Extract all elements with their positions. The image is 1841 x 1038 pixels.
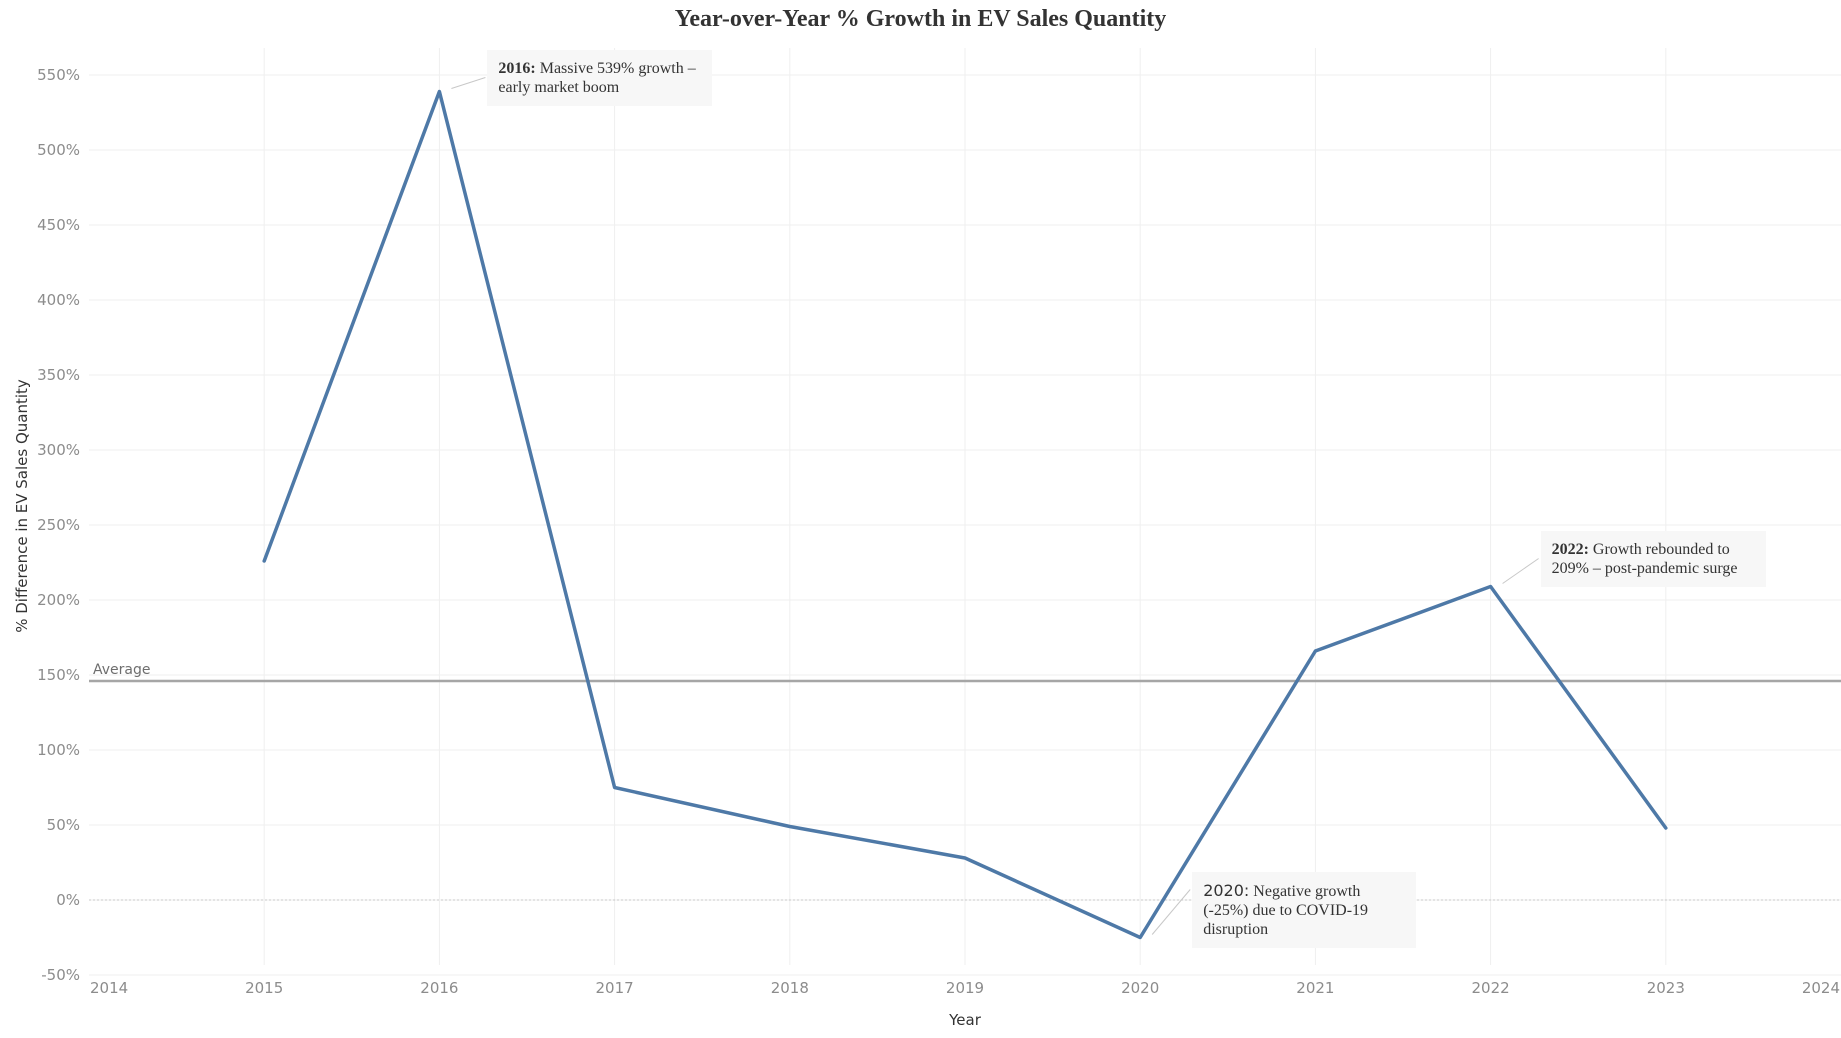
x-tick-label: 2015 [245, 979, 283, 997]
y-tick-label: 100% [37, 741, 80, 759]
x-tick-label: 2017 [596, 979, 634, 997]
annotation-text: Negative growth (-25%) due to COVID-19 d… [1203, 882, 1369, 938]
annotation-lead: 2022: [1551, 540, 1589, 558]
y-tick-label: 300% [37, 441, 80, 459]
annotation-lead: 2016: [498, 59, 536, 77]
annotation-leaders [451, 77, 1539, 935]
grid-lines [89, 48, 1841, 976]
annotation-text: Massive 539% growth – early market boom [498, 59, 696, 96]
x-tick-label: 2019 [946, 979, 984, 997]
x-tick-label: 2016 [420, 979, 458, 997]
y-tick-label: -50% [41, 966, 80, 984]
y-tick-label: 550% [37, 66, 80, 84]
y-tick-label: 450% [37, 216, 80, 234]
annotation-lead: 2020: [1203, 880, 1250, 900]
annotation-leader [451, 77, 486, 89]
y-axis-title: % Difference in EV Sales Quantity [13, 379, 31, 633]
y-tick-label: 350% [37, 366, 80, 384]
average-label: Average [93, 662, 151, 678]
x-tick-label: 2018 [771, 979, 809, 997]
y-tick-label: 0% [56, 891, 80, 909]
x-axis-title: Year [948, 1011, 982, 1029]
x-tick-label: 2024 [1802, 979, 1840, 997]
annotation-text: Growth rebounded to 209% – post-pandemic… [1551, 540, 1738, 577]
y-tick-label: 200% [37, 591, 80, 609]
x-tick-label: 2020 [1121, 979, 1159, 997]
y-tick-label: 150% [37, 666, 80, 684]
y-axis-ticks: 550% 500% 450% 400% 350% 300% 250% 200% 150% 100%… [37, 66, 80, 984]
series-line [262, 89, 1668, 940]
y-tick-label: 500% [37, 141, 80, 159]
y-tick-label: 400% [37, 291, 80, 309]
y-tick-label: 250% [37, 516, 80, 534]
x-axis-ticks: 2014 2015 2016 2017 2018 2019 2020 2021 2022 2023… [90, 979, 1840, 997]
annotation-box: 2020: Negative growth (-25%) due to COVI… [1192, 871, 1417, 948]
x-tick-label: 2022 [1472, 979, 1510, 997]
x-tick-label: 2023 [1647, 979, 1685, 997]
series-layer [262, 89, 1668, 940]
annotation-box: 2016: Massive 539% growth – early market… [487, 49, 713, 106]
annotation-leader [1502, 558, 1539, 584]
chart-title: Year-over-Year % Growth in EV Sales Quan… [674, 6, 1167, 32]
x-tick-label: 2021 [1296, 979, 1334, 997]
x-tick-label: 2014 [90, 979, 128, 997]
y-tick-label: 50% [47, 816, 80, 834]
annotation-box: 2022: Growth rebounded to 209% – post-pa… [1540, 530, 1766, 587]
annotation-leader [1151, 889, 1191, 935]
average-reference: Average [89, 662, 1841, 683]
